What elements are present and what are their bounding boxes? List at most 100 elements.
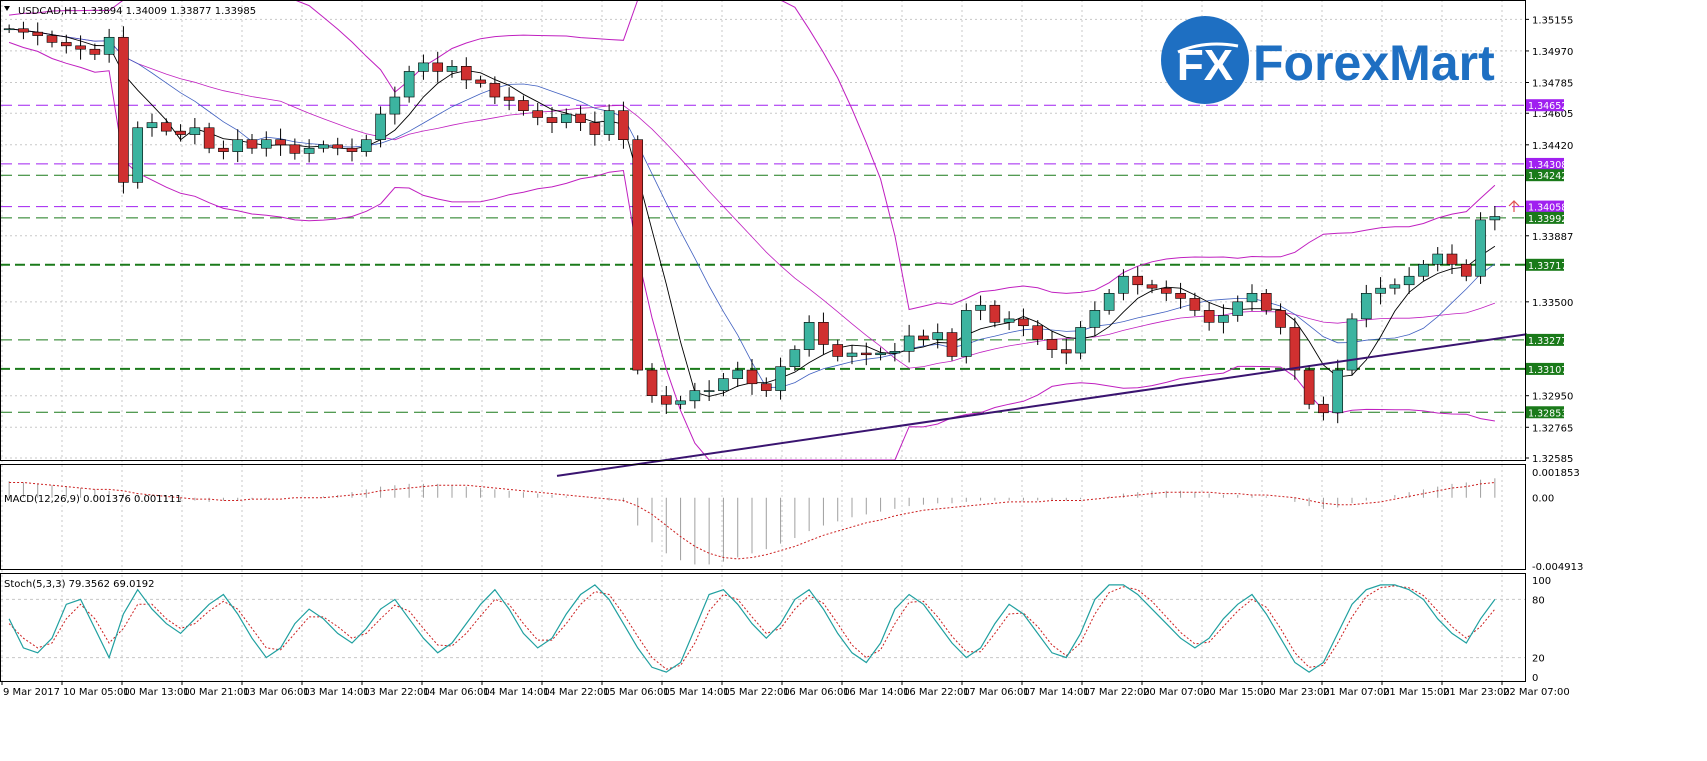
candle-bear: [475, 79, 486, 84]
candle-bear: [489, 83, 501, 98]
candle-bull: [1375, 287, 1386, 294]
time-tick-label: 20 Mar 23:00: [1263, 687, 1330, 698]
stoch-signal-line: [8, 585, 1496, 670]
candle-bear: [818, 322, 829, 345]
candle-bear: [1460, 263, 1472, 277]
candle-bear: [546, 117, 558, 123]
bollinger-upper: [9, 0, 1496, 311]
candle-bear: [18, 28, 29, 33]
candle-bull: [1418, 263, 1429, 277]
stoch-tick-label: 0: [1532, 673, 1538, 684]
candle-bear: [175, 130, 186, 135]
candle-bear: [218, 147, 229, 152]
level-label: 1.34308: [1528, 160, 1567, 171]
candle-bull: [403, 71, 415, 98]
level-label: 1.33277: [1528, 336, 1567, 347]
macd-histogram: [8, 478, 1496, 565]
logo-swoosh-icon: [1177, 42, 1239, 54]
candle-bear: [118, 36, 129, 183]
candle-bear: [46, 35, 58, 43]
level-label-box: [1526, 200, 1564, 213]
candle-bull: [1432, 253, 1444, 265]
candle-bear: [518, 100, 529, 111]
candle-bull: [360, 139, 372, 152]
time-tick-label: 20 Mar 07:00: [1143, 687, 1210, 698]
candle-bear: [160, 122, 172, 132]
level-label: 1.34242: [1528, 171, 1567, 182]
macd-title: MACD(12,26,9) 0.001376 0.001111: [4, 494, 182, 505]
candle-bull: [1403, 275, 1415, 286]
price-tick-label: 1.34605: [1532, 109, 1573, 120]
stoch-axis: 100 80 20 0: [1532, 576, 1551, 684]
candle-bull: [1103, 292, 1115, 311]
candle-bear: [1446, 253, 1458, 265]
candle-bull: [960, 310, 972, 357]
trendline[interactable]: [556, 333, 1528, 477]
time-tick-label: 16 Mar 14:00: [843, 687, 910, 698]
level-lines: [0, 104, 1525, 413]
candle-bear: [746, 369, 758, 385]
time-tick-label: 16 Mar 22:00: [903, 687, 970, 698]
candle-bull: [689, 390, 701, 402]
dropdown-triangle-icon[interactable]: [4, 6, 10, 11]
candle-bear: [1132, 275, 1144, 286]
symbol-header: USDCAD,H1 1.33894 1.34009 1.33877 1.3398…: [18, 6, 256, 17]
candle-bull: [389, 96, 401, 115]
stoch-tick-label: 100: [1532, 576, 1551, 587]
level-label-box: [1526, 362, 1564, 375]
candle-bull: [1360, 292, 1372, 320]
time-tick-label: 13 Mar 22:00: [363, 687, 430, 698]
candle-bull: [189, 127, 201, 135]
time-tick-label: 13 Mar 06:00: [243, 687, 310, 698]
level-label-box: [1526, 211, 1564, 224]
candle-bear: [1032, 325, 1044, 340]
candle-bear: [532, 110, 544, 118]
candle-bear: [1060, 349, 1072, 354]
time-tick-label: 10 Mar 05:00: [63, 687, 130, 698]
candle-bull: [1232, 301, 1244, 316]
candle-bull: [303, 147, 315, 154]
candle-bull: [718, 378, 729, 391]
candle-bear: [460, 65, 472, 81]
candle-bull: [932, 332, 944, 340]
price-tick-label: 1.34970: [1532, 47, 1573, 58]
candle-bull: [1075, 327, 1086, 354]
candle-bear: [89, 48, 101, 55]
candle-bull: [1246, 292, 1258, 303]
candle-bull: [1003, 318, 1015, 323]
level-label-box: [1526, 333, 1564, 346]
candle-bear: [1303, 369, 1315, 405]
candle-bull: [975, 304, 986, 311]
level-label: 1.33107: [1528, 365, 1567, 376]
macd-pane[interactable]: MACD(12,26,9) 0.001376 0.001111: [4, 478, 1496, 565]
candle-bear: [1289, 327, 1301, 371]
forexmart-logo: FX ForexMart: [1161, 16, 1495, 104]
macd-signal-line: [9, 482, 1495, 560]
stoch-pane[interactable]: Stoch(5,3,3) 79.3562 69.0192: [0, 579, 1525, 673]
candle-bear: [1018, 318, 1029, 327]
logo-brand: ForexMart: [1253, 35, 1495, 91]
candle-bear: [1203, 310, 1215, 323]
time-tick-label: 17 Mar 22:00: [1083, 687, 1150, 698]
time-tick-label: 15 Mar 14:00: [663, 687, 730, 698]
candle-bear: [589, 122, 601, 135]
level-label: 1.32853: [1528, 408, 1567, 419]
time-tick-label: 9 Mar 2017: [3, 687, 60, 698]
price-tick-label: 1.32950: [1532, 392, 1573, 403]
candle-bear: [760, 383, 772, 391]
time-tick-label: 21 Mar 23:00: [1443, 687, 1510, 698]
price-pane[interactable]: USDCAD,H1 1.33894 1.34009 1.33877 1.3398…: [0, 0, 1528, 477]
time-tick-label: 14 Mar 22:00: [543, 687, 610, 698]
candle-bull: [775, 366, 786, 391]
level-label-box: [1526, 258, 1564, 271]
candle-bull: [903, 335, 915, 352]
candle-bear: [1046, 339, 1058, 350]
candle-bull: [1489, 216, 1501, 221]
candle-bull: [1346, 318, 1358, 371]
candle-bull: [1089, 310, 1101, 328]
candle-bear: [660, 395, 672, 405]
